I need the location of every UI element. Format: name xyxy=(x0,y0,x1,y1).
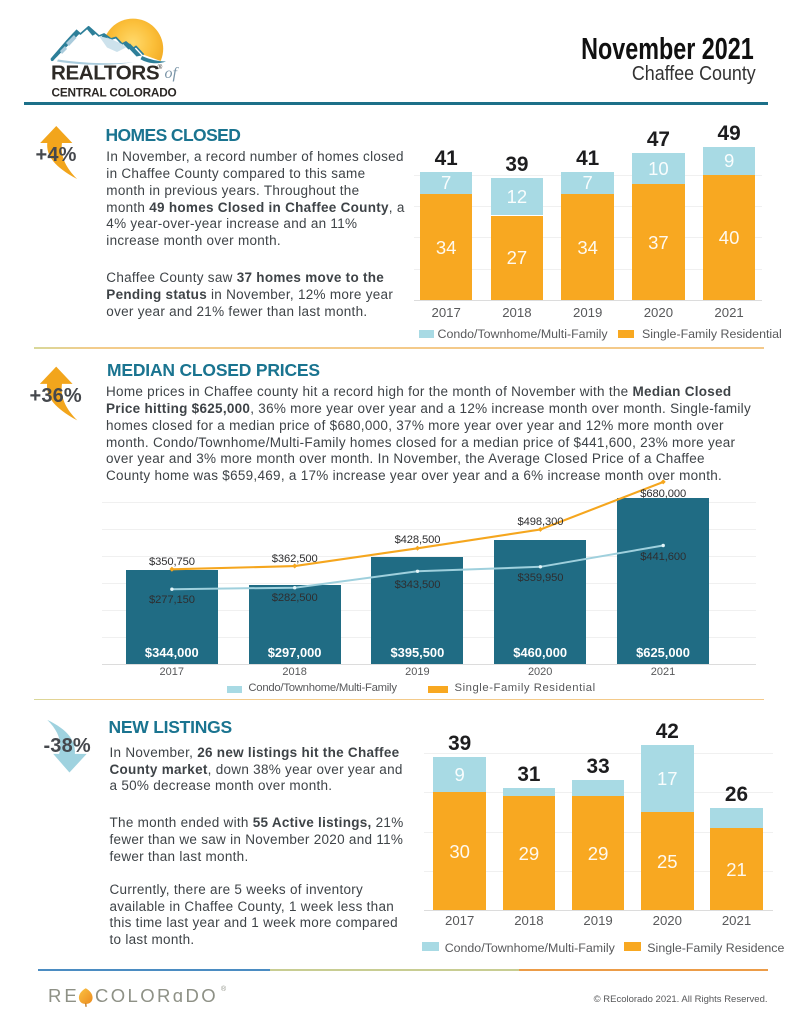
svg-text:REALTORS: REALTORS xyxy=(51,61,159,84)
svg-text:of: of xyxy=(165,65,180,82)
svg-text:CENTRAL COLORADO: CENTRAL COLORADO xyxy=(52,85,177,99)
svg-text:®: ® xyxy=(158,63,163,71)
